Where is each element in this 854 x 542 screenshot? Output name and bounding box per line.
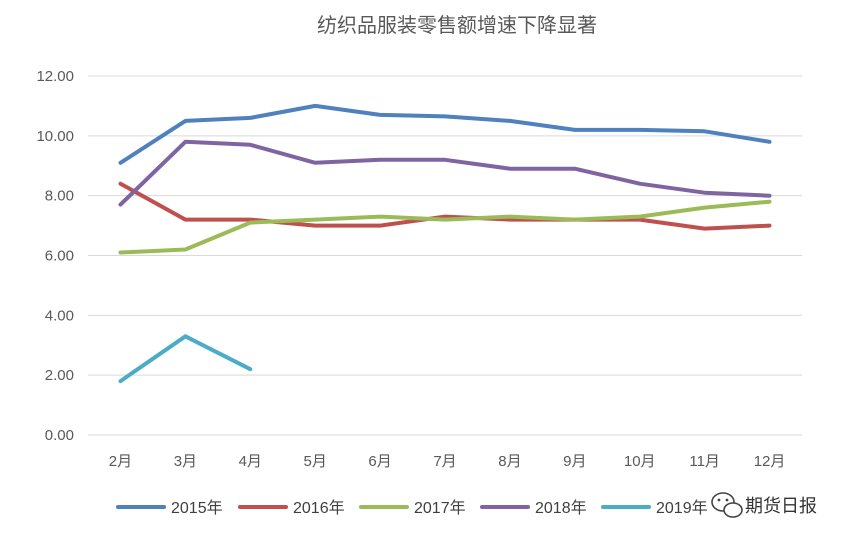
series-line-4 xyxy=(118,334,253,384)
y-tick-label: 0.00 xyxy=(45,427,74,444)
chart-title: 纺织品服装零售额增速下降显著 xyxy=(317,13,597,37)
legend: 2015年 2016年 2017年 2018年 2019年 xyxy=(116,499,708,517)
legend-label: 2016年 xyxy=(293,499,345,517)
x-tick-label: 4月 xyxy=(239,453,262,470)
x-tick-label: 9月 xyxy=(563,453,586,470)
watermark-text: 期货日报 xyxy=(745,496,817,517)
legend-label: 2015年 xyxy=(171,499,223,517)
x-axis-ticks: 2月 3月 4月 5月 6月 7月 8月 9月 10月 11月 12月 xyxy=(109,453,786,470)
x-tick-label: 12月 xyxy=(754,453,786,470)
wechat-icon xyxy=(711,492,743,518)
x-tick-label: 2月 xyxy=(109,453,132,470)
x-tick-label: 6月 xyxy=(368,453,391,470)
series-line-1 xyxy=(118,181,772,231)
y-tick-label: 6.00 xyxy=(45,248,74,265)
legend-label: 2019年 xyxy=(656,499,708,517)
x-tick-label: 3月 xyxy=(174,453,197,470)
x-tick-label: 8月 xyxy=(498,453,521,470)
series-line-3 xyxy=(118,139,772,207)
y-axis-ticks: 0.00 2.00 4.00 6.00 8.00 10.00 12.00 xyxy=(36,68,74,444)
y-tick-label: 10.00 xyxy=(36,128,74,145)
x-tick-label: 10月 xyxy=(624,453,656,470)
series-line-0 xyxy=(118,103,772,165)
y-tick-label: 4.00 xyxy=(45,307,74,324)
y-tick-label: 2.00 xyxy=(45,367,74,384)
gridlines xyxy=(88,75,802,436)
legend-label: 2018年 xyxy=(535,499,587,517)
y-tick-label: 8.00 xyxy=(45,188,74,205)
watermark: 期货日报 xyxy=(711,492,817,518)
series-line-2 xyxy=(118,199,772,255)
x-tick-label: 11月 xyxy=(689,453,720,470)
x-tick-label: 5月 xyxy=(304,453,327,470)
series-lines xyxy=(118,103,772,384)
x-tick-label: 7月 xyxy=(433,453,456,470)
y-tick-label: 12.00 xyxy=(36,68,74,85)
legend-label: 2017年 xyxy=(414,499,466,517)
